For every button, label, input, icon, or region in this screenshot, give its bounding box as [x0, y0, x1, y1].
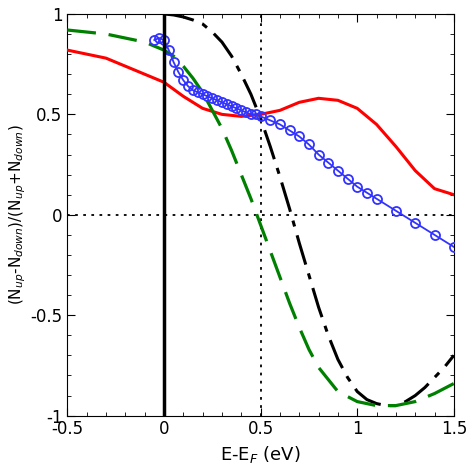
X-axis label: E-E$_F$ (eV): E-E$_F$ (eV) — [220, 444, 301, 465]
Y-axis label: (N$_{up}$-N$_{down}$)/(N$_{up}$+N$_{down}$): (N$_{up}$-N$_{down}$)/(N$_{up}$+N$_{down… — [7, 125, 27, 305]
